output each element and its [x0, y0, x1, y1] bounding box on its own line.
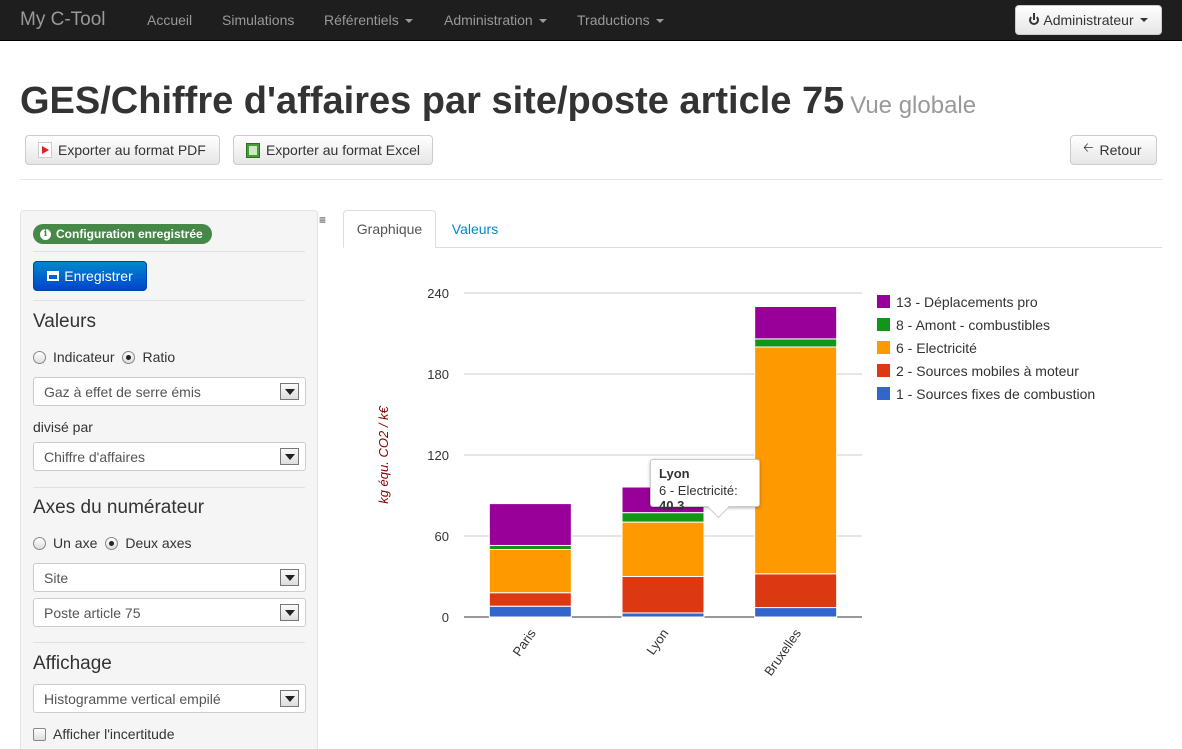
- legend-item[interactable]: 8 - Amont - combustibles: [877, 313, 1095, 336]
- bar-segment[interactable]: [622, 577, 704, 613]
- bar-segment[interactable]: [622, 613, 704, 617]
- bar-segment[interactable]: [489, 593, 571, 607]
- bar-segment[interactable]: [489, 504, 571, 546]
- y-tick-label: 60: [435, 529, 449, 544]
- legend-item[interactable]: 13 - Déplacements pro: [877, 290, 1095, 313]
- y-tick-label: 180: [427, 367, 449, 382]
- bar-segment[interactable]: [755, 574, 837, 608]
- legend-label: 13 - Déplacements pro: [896, 294, 1038, 310]
- tooltip-title: Lyon: [659, 466, 751, 481]
- legend-swatch: [877, 387, 890, 400]
- tooltip-series: 6 - Electricité:: [659, 483, 738, 498]
- legend-swatch: [877, 295, 890, 308]
- legend-swatch: [877, 318, 890, 331]
- legend-label: 2 - Sources mobiles à moteur: [896, 363, 1079, 379]
- bar-segment[interactable]: [755, 608, 837, 617]
- legend-label: 6 - Electricité: [896, 340, 977, 356]
- legend-item[interactable]: 1 - Sources fixes de combustion: [877, 382, 1095, 405]
- x-tick-label: Bruxelles: [761, 626, 804, 679]
- tooltip-value: 40,3: [659, 498, 684, 513]
- tooltip-body: 6 - Electricité: 40,3: [659, 483, 751, 513]
- bar-segment[interactable]: [622, 522, 704, 576]
- bar-segment[interactable]: [489, 545, 571, 549]
- chart-tooltip: Lyon 6 - Electricité: 40,3: [650, 459, 760, 507]
- legend-item[interactable]: 2 - Sources mobiles à moteur: [877, 359, 1095, 382]
- bar-segment[interactable]: [755, 307, 837, 339]
- bar-segment[interactable]: [489, 606, 571, 617]
- x-tick-label: Lyon: [643, 626, 671, 657]
- y-tick-label: 120: [427, 448, 449, 463]
- x-tick-label: Paris: [510, 626, 540, 659]
- y-tick-label: 240: [427, 286, 449, 301]
- bar-segment[interactable]: [622, 513, 704, 522]
- legend-item[interactable]: 6 - Electricité: [877, 336, 1095, 359]
- bar-segment[interactable]: [755, 347, 837, 574]
- bar-segment[interactable]: [755, 339, 837, 347]
- chart-legend: 13 - Déplacements pro 8 - Amont - combust…: [877, 290, 1095, 405]
- legend-label: 8 - Amont - combustibles: [896, 317, 1050, 333]
- legend-label: 1 - Sources fixes de combustion: [896, 386, 1095, 402]
- y-axis-label: kg équ. CO2 / k€: [376, 405, 391, 503]
- legend-swatch: [877, 364, 890, 377]
- y-tick-label: 0: [442, 610, 449, 625]
- legend-swatch: [877, 341, 890, 354]
- bar-segment[interactable]: [489, 550, 571, 593]
